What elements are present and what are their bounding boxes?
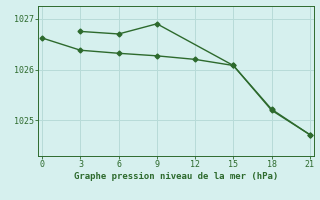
- X-axis label: Graphe pression niveau de la mer (hPa): Graphe pression niveau de la mer (hPa): [74, 172, 278, 181]
